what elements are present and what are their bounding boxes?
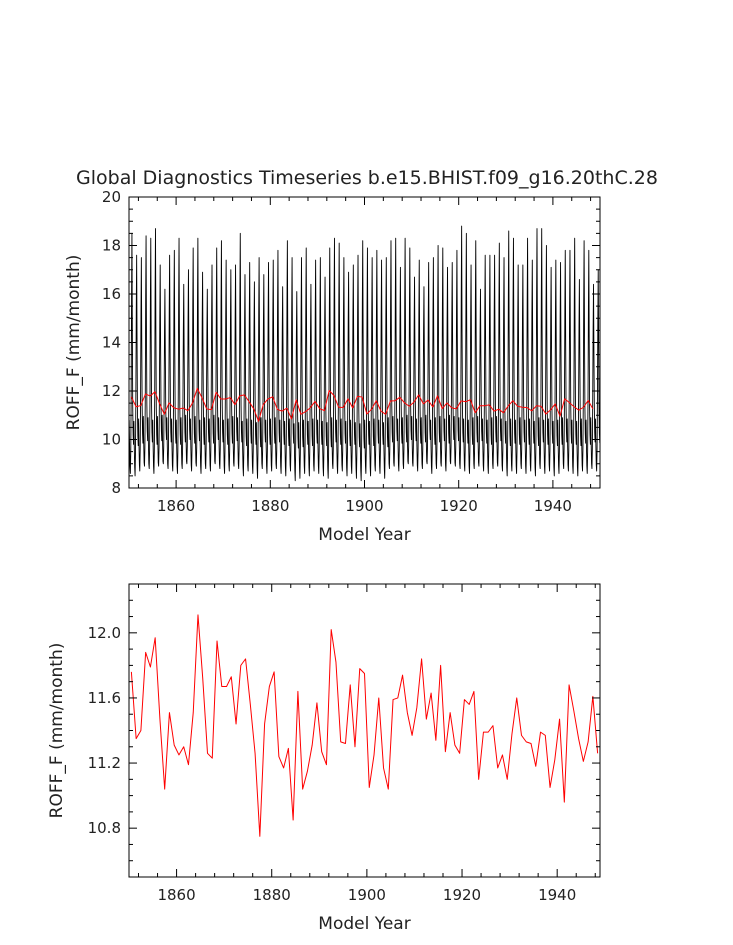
chart-title: Global Diagnostics Timeseries b.e15.BHIS… xyxy=(76,167,658,189)
bottom-y-tick-label: 11.2 xyxy=(88,754,121,772)
bottom-y-axis-label: ROFF_F (mm/month) xyxy=(47,643,67,819)
top-x-tick-label: 1900 xyxy=(345,497,383,515)
top-x-tick-label: 1860 xyxy=(157,497,195,515)
top-x-axis-label: Model Year xyxy=(318,525,410,545)
top-y-axis-label: ROFF_F (mm/month) xyxy=(64,255,84,431)
top-y-tick-label: 16 xyxy=(102,285,121,303)
bottom-y-tick-label: 12.0 xyxy=(88,624,121,642)
bottom-series-line-0 xyxy=(130,614,599,837)
top-x-tick-label: 1880 xyxy=(251,497,289,515)
annual-panel: 1860 1880 1900 1920 1940 10.8 11.2 11.6 12.0 Mode… xyxy=(47,583,601,934)
top-y-tick-label: 14 xyxy=(102,334,121,352)
top-series-line-1 xyxy=(130,387,594,422)
bottom-x-tick-label: 1920 xyxy=(443,886,481,904)
bottom-x-tick-label: 1860 xyxy=(157,886,195,904)
bottom-x-tick-label: 1900 xyxy=(348,886,386,904)
top-x-tick-label: 1920 xyxy=(440,497,478,515)
top-y-tick-label: 18 xyxy=(102,237,121,255)
bottom-x-axis-label: Model Year xyxy=(318,914,410,934)
bottom-plot-frame xyxy=(128,583,601,878)
top-series-line-0 xyxy=(128,225,601,482)
top-y-tick-label: 12 xyxy=(102,382,121,400)
top-y-tick-label: 20 xyxy=(102,188,121,206)
top-y-tick-label: 8 xyxy=(111,479,121,497)
monthly-panel: 1860 1880 1900 1920 1940 8 10 12 14 16 18 20 Model Y… xyxy=(64,188,601,545)
bottom-y-tick-label: 10.8 xyxy=(88,819,121,837)
bottom-x-tick-label: 1880 xyxy=(253,886,291,904)
top-y-tick-label: 10 xyxy=(102,431,121,449)
bottom-x-tick-label: 1940 xyxy=(538,886,576,904)
top-x-tick-label: 1940 xyxy=(534,497,572,515)
bottom-y-tick-label: 11.6 xyxy=(88,689,121,707)
